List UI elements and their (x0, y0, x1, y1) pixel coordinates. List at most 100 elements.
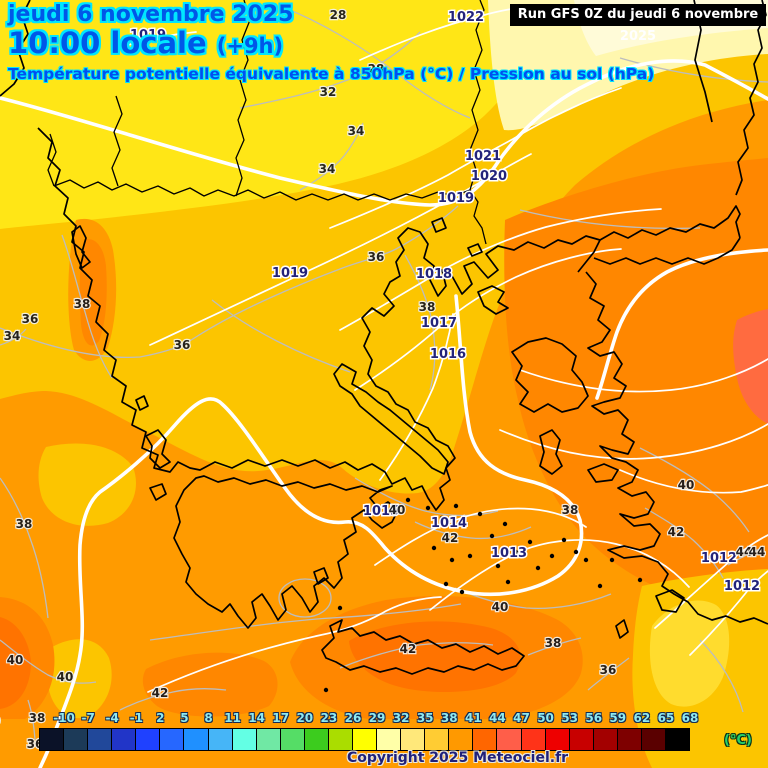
pressure-label: 1020 (471, 169, 507, 184)
theta-label: 32 (320, 85, 337, 99)
theta-label: 42 (152, 686, 169, 700)
theta-label: 38 (74, 297, 91, 311)
pressure-label: 1018 (416, 267, 452, 282)
theta-label: 28 (330, 8, 347, 22)
theta-label: 44 (749, 545, 766, 559)
theta-label: 38 (545, 636, 562, 650)
colorbar-cell (424, 728, 450, 751)
isobar-lines (0, 4, 768, 768)
theta-label: 34 (319, 162, 336, 176)
colorbar-scale-value: 41 (464, 711, 482, 725)
colorbar-scale-value: 11 (224, 711, 241, 725)
theta-label: 36 (22, 312, 39, 326)
colorbar-cell (568, 728, 594, 751)
colorbar-scale-value: -1 (129, 711, 143, 725)
pressure-label: 1014 (431, 516, 467, 531)
colorbar-cell (544, 728, 570, 751)
colorbar-cell (279, 728, 305, 751)
colorbar-cell (87, 728, 113, 751)
island-dots (323, 497, 643, 693)
colorbar-cell (376, 728, 402, 751)
colorbar-cell (640, 728, 667, 751)
colorbar-scale-value: 32 (392, 711, 410, 725)
colorbar-cell (159, 728, 185, 751)
theta-label: 40 (492, 600, 509, 614)
pressure-label: 1022 (448, 10, 484, 25)
colorbar-cell (111, 728, 137, 751)
colorbar-cell (352, 728, 378, 751)
colorbar-unit: (°C) (724, 733, 752, 748)
colorbar-cell (616, 728, 642, 751)
colorbar-cell (231, 728, 257, 751)
theta-label: 44 (736, 545, 753, 559)
colorbar-scale-value: 47 (513, 711, 530, 725)
pressure-label: 1019 (438, 191, 474, 206)
theta-label: 36 (600, 663, 617, 677)
theta-label: 28 (368, 62, 385, 76)
theta-label: 36 (174, 338, 191, 352)
pressure-label: 1013 (491, 546, 527, 561)
colorbar-scale-value: 53 (561, 711, 578, 725)
colorbar-scale-value: 38 (440, 711, 458, 725)
pressure-label: 1012 (724, 579, 760, 594)
colorbar (39, 728, 691, 751)
colorbar-cell (448, 728, 474, 751)
colorbar-scale-value: 35 (416, 711, 434, 725)
colorbar-cell (520, 728, 546, 751)
theta-label: 40 (57, 670, 74, 684)
run-info-badge: Run GFS 0Z du jeudi 6 novembre 2025 (510, 4, 766, 44)
colorbar-cell (39, 728, 65, 751)
colorbar-cell (63, 728, 89, 751)
colorbar-scale-value: 50 (537, 711, 554, 725)
colorbar-cell (400, 728, 426, 751)
colorbar-scale-value: 2 (156, 711, 165, 725)
pressure-label: 1015 (363, 504, 399, 519)
theta-labels: 2828323434363836343638384042384042444440… (0, 7, 767, 752)
colorbar-cell (327, 728, 354, 751)
theta-label: 42 (400, 642, 417, 656)
theta-label: 42 (668, 525, 685, 539)
theta-label: 40 (678, 478, 695, 492)
colorbar-scale-value: 23 (320, 711, 338, 725)
colorbar-scale-value: 17 (272, 711, 290, 725)
coastline-layer (0, 0, 768, 675)
colorbar-scale-value: 56 (585, 711, 603, 725)
theta-label: 36 (368, 250, 385, 264)
theta-label: 38 (29, 711, 46, 725)
colorbar-cell (183, 728, 209, 751)
colorbar-scale-value: -7 (81, 711, 95, 725)
colorbar-cell (592, 728, 618, 751)
pressure-label: 1012 (701, 551, 737, 566)
pressure-label: 1019 (130, 28, 166, 43)
pressure-label: 1021 (465, 149, 501, 164)
colorbar-cell (135, 728, 161, 751)
colorbar-scale-value: 59 (609, 711, 627, 725)
theta-label: 42 (442, 531, 459, 545)
colorbar-scale-value: 68 (681, 711, 699, 725)
colorbar-scale-value: 5 (180, 711, 189, 725)
colorbar-scale-value: 62 (633, 711, 651, 725)
theta-label: 40 (7, 653, 24, 667)
colorbar-scale-value: 20 (296, 711, 314, 725)
colorbar-cell (303, 728, 329, 751)
colorbar-cell (472, 728, 498, 751)
pressure-label: 1016 (430, 347, 466, 362)
colorbar-scale-value: 8 (204, 711, 213, 725)
colorbar-scale-value: 26 (344, 711, 362, 725)
colorbar-scale-value: 29 (368, 711, 386, 725)
isobar-thick (0, 59, 768, 768)
theta-label: 38 (16, 517, 33, 531)
theta-label: 34 (348, 124, 365, 138)
colorbar-scale-value: 65 (657, 711, 675, 725)
theta-label: 40 (389, 503, 406, 517)
theta-label: 38 (562, 503, 579, 517)
colorbar-cell (665, 728, 691, 751)
pressure-label: 1017 (421, 316, 457, 331)
colorbar-cell (207, 728, 233, 751)
colorbar-cell (255, 728, 281, 751)
isobar-thin (111, 4, 768, 693)
colorbar-scale-value: 44 (489, 711, 506, 725)
